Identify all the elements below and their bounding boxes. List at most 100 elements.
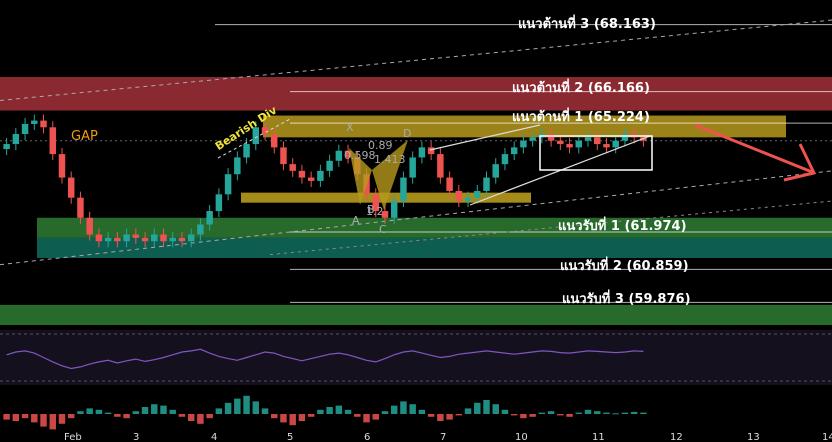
macd-histogram-bar <box>594 411 601 414</box>
macd-histogram-bar <box>289 414 296 426</box>
candle-body <box>58 154 66 178</box>
rsi-line <box>6 348 644 370</box>
macd-histogram-bar <box>169 409 176 414</box>
macd-histogram-bar <box>640 412 647 414</box>
macd-histogram-bar <box>603 412 610 414</box>
candle-body <box>86 217 93 235</box>
candle-body <box>529 137 536 141</box>
resistance-zone-2 <box>0 77 832 111</box>
macd-histogram-bar <box>114 414 121 417</box>
support-zone-1 <box>37 217 832 238</box>
support-zone-2 <box>37 237 832 258</box>
candle-body <box>594 137 601 145</box>
trend-line-mid <box>269 200 832 256</box>
macd-histogram-bar <box>538 412 546 414</box>
macd-histogram-bar <box>326 407 333 414</box>
candle-body <box>271 133 278 148</box>
macd-histogram-bar <box>206 414 213 419</box>
macd-histogram-bar <box>344 409 352 414</box>
resistance-3-label: แนวต้านที่ 3 (68.163) <box>518 17 656 32</box>
candle-body <box>492 164 499 178</box>
x-tick-label: 14 <box>822 432 832 442</box>
macd-histogram-bar <box>40 414 47 427</box>
candle-body <box>289 164 296 171</box>
candle-body <box>77 197 84 218</box>
macd-histogram-bar <box>58 414 66 424</box>
macd-histogram-bar <box>409 404 416 414</box>
support-1-label: แนวรับที่ 1 (61.974) <box>558 219 687 234</box>
candle-body <box>418 147 426 158</box>
candle-body <box>464 197 472 202</box>
macd-histogram-bar <box>501 409 509 414</box>
candle-body <box>224 174 232 195</box>
candle-body <box>344 150 352 158</box>
macd-histogram-bar <box>372 414 379 420</box>
candle-body <box>557 140 564 145</box>
candle-body <box>206 211 213 225</box>
macd-histogram-bar <box>547 411 555 414</box>
candle-body <box>483 177 490 191</box>
macd-histogram-bar <box>243 395 250 414</box>
candle-body <box>3 144 10 150</box>
macd-histogram-bar <box>215 408 223 414</box>
macd-histogram-bar <box>197 414 204 424</box>
pattern-ratio-3: 1.413 <box>374 153 406 166</box>
candle-body <box>400 177 407 202</box>
candle-body <box>104 237 112 242</box>
candle-body <box>67 177 75 198</box>
candle-body <box>95 234 103 242</box>
x-tick-label: 7 <box>440 432 447 442</box>
macd-histogram-bar <box>141 407 149 414</box>
candle-body <box>510 147 518 155</box>
candle-body <box>261 127 269 134</box>
candle-body <box>12 133 20 145</box>
macd-histogram-bar <box>557 414 564 416</box>
x-tick-label: 3 <box>133 432 140 442</box>
macd-histogram-bar <box>437 414 444 421</box>
resistance-2-label: แนวต้านที่ 2 (66.166) <box>512 81 650 96</box>
candle-body <box>160 234 167 242</box>
forecast-arrow-shaft <box>694 123 813 174</box>
candle-body <box>49 127 56 155</box>
macd-histogram-bar <box>252 401 260 414</box>
macd-histogram-bar <box>474 402 481 414</box>
candle-body <box>455 190 463 202</box>
pattern-point-c: C <box>379 223 387 236</box>
candle-body <box>298 170 306 178</box>
support-zone-3 <box>0 304 832 325</box>
candle-body <box>612 140 619 148</box>
trend-channel-lower <box>0 170 832 266</box>
support-3-label: แนวรับที่ 3 (59.876) <box>562 292 691 307</box>
candle-body <box>178 237 186 242</box>
macd-histogram-bar <box>529 414 536 417</box>
macd-histogram-bar <box>390 405 398 414</box>
candle-body <box>280 147 287 165</box>
x-tick-label: 13 <box>747 432 760 442</box>
macd-histogram-bar <box>492 404 499 414</box>
candle-body <box>215 194 223 212</box>
macd-histogram-bar <box>510 414 518 416</box>
candle-body <box>381 211 389 218</box>
resistance-1-label: แนวต้านที่ 1 (65.224) <box>512 110 650 125</box>
candle-body <box>566 144 573 148</box>
x-tick-label: 11 <box>592 432 605 442</box>
candle-body <box>151 234 158 242</box>
divergence-line <box>217 117 293 159</box>
x-tick-label: 4 <box>211 432 218 442</box>
gap-annotation: GAP <box>71 129 98 144</box>
candle-body <box>123 234 130 242</box>
macd-histogram-bar <box>21 414 29 419</box>
macd-histogram-bar <box>630 411 638 414</box>
pattern-point-a: A <box>352 214 360 227</box>
macd-histogram-bar <box>520 414 527 419</box>
pattern-triangle-bcd <box>372 140 408 210</box>
x-tick-label: Feb <box>64 432 82 442</box>
macd-histogram-bar <box>3 414 10 420</box>
macd-histogram-bar <box>123 414 130 419</box>
pattern-triangle-xab <box>349 148 372 205</box>
macd-histogram-bar <box>363 414 370 423</box>
macd-histogram-bar <box>612 413 619 415</box>
macd-histogram-bar <box>298 414 306 421</box>
